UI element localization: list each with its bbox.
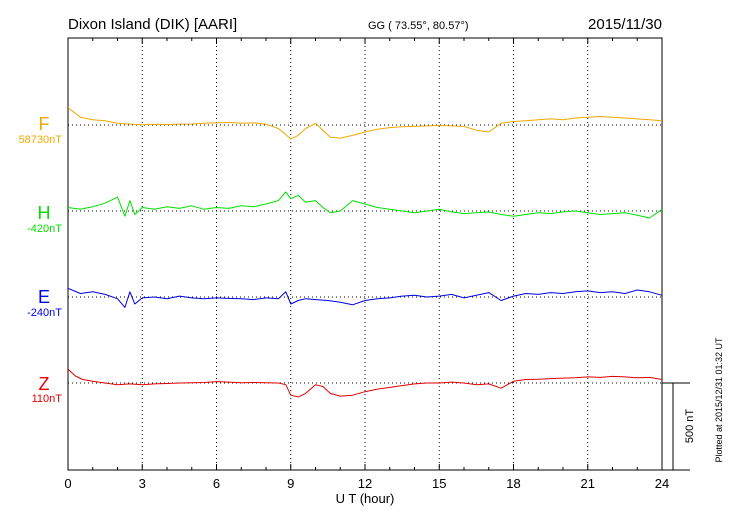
series-line-h (67, 191, 663, 219)
x-axis-ticks: 0 3 6 9 12 15 18 21 24 (64, 38, 669, 491)
series-name-z: Z (39, 374, 50, 394)
series-name-f: F (39, 114, 50, 134)
station-coordinates: GG ( 73.55°, 80.57°) (368, 20, 469, 32)
series-baseline-z: 110nT (32, 393, 63, 405)
x-tick-label: 9 (287, 476, 294, 491)
x-tick-label: 3 (139, 476, 146, 491)
series-baseline-e: -240nT (27, 307, 62, 319)
station-title: Dixon Island (DIK) [AARI] (68, 16, 237, 33)
x-tick-label: 18 (506, 476, 520, 491)
series-line-e (67, 287, 663, 308)
scale-bar: 500 nT (662, 382, 696, 471)
x-tick-label: 12 (358, 476, 372, 491)
series-line-f (67, 107, 663, 140)
series-name-e: E (38, 287, 50, 307)
x-tick-label: 0 (64, 476, 71, 491)
chart-date: 2015/11/30 (588, 16, 662, 33)
scale-bar-label: 500 nT (684, 409, 696, 444)
x-axis-label: U T (hour) (336, 491, 395, 506)
series-name-h: H (38, 203, 51, 223)
plotted-timestamp: Plotted at 2015/12/31 01:32 UT (714, 337, 724, 463)
series-baseline-f: 58730nT (19, 134, 63, 146)
series-baseline-h: -420nT (27, 223, 62, 235)
x-tick-label: 24 (655, 476, 669, 491)
series-line-z (67, 368, 663, 398)
x-tick-label: 21 (581, 476, 595, 491)
baseline-gridlines (68, 124, 662, 384)
series-lines (67, 107, 663, 398)
x-tick-label: 6 (213, 476, 220, 491)
x-tick-label: 15 (432, 476, 446, 491)
vertical-gridlines (141, 38, 589, 470)
